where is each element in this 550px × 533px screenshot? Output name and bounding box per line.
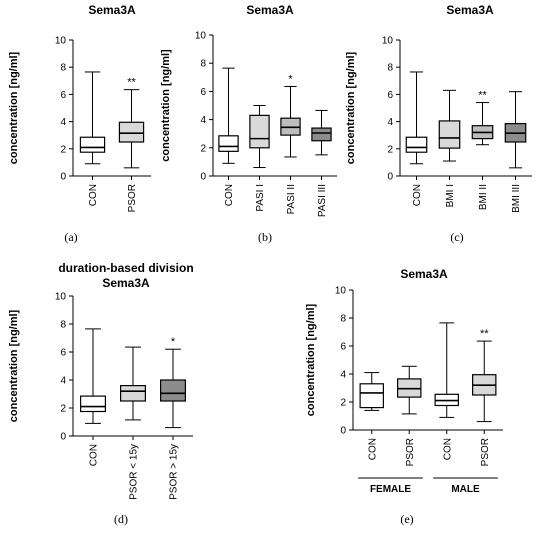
y-tick-label: 2 [60,404,66,415]
x-tick-label: PSOR > 15y [169,444,180,500]
x-tick-label: PSOR [405,438,416,466]
x-tick-label: PSOR [480,438,491,466]
x-tick-label: CON [367,438,378,460]
significance-marker: * [171,336,176,348]
x-tick-label: CON [88,184,99,206]
box-iqr [249,114,270,149]
group-label: FEMALE [370,484,411,495]
panel-label: (c) [450,230,463,244]
box-iqr [359,383,384,409]
chart-title: Sema3A [88,3,136,17]
y-tick-label: 6 [200,87,206,98]
box-iqr [218,135,239,152]
chart-title: Sema3A [446,3,494,17]
y-tick-label: 0 [60,172,66,183]
x-tick-label: CON [224,184,235,206]
y-axis-label: concentration [ng/ml] [8,51,20,164]
y-tick-label: 8 [60,63,66,74]
y-tick-label: 10 [382,36,394,47]
panel-label: (e) [400,512,413,526]
chart-title: duration-based division [58,261,193,275]
y-tick-label: 6 [60,90,66,101]
x-tick-label: CON [442,438,453,460]
y-tick-label: 6 [60,348,66,359]
chart-title: Sema3A [400,267,448,281]
y-tick-label: 4 [340,370,346,381]
box-iqr [118,121,145,143]
x-tick-label: PASI II [286,184,297,214]
y-tick-label: 2 [60,144,66,155]
box-iqr [119,385,146,402]
significance-marker: ** [478,90,487,102]
y-tick-label: 4 [60,376,66,387]
chart-panel-1: Sema3A concentration [ng/ml] 0 2 4 6 8 10 CON ** P… [8,3,151,244]
y-tick-label: 4 [387,117,393,128]
x-tick-label: CON [412,184,423,206]
panel-label: (d) [114,512,128,526]
y-tick-label: 8 [60,320,66,331]
x-tick-label: PSOR [127,184,138,212]
y-axis-label: concentration [ng/ml] [305,303,317,416]
chart-panel-2: Sema3A concentration [ng/ml] 0 2 4 6 8 10 CON PAS… [160,3,337,244]
y-tick-label: 0 [200,172,206,183]
box-iqr [405,136,428,153]
group-label: MALE [451,484,480,495]
box-iqr [438,120,461,149]
y-tick-label: 2 [387,144,393,155]
box-iqr [311,127,332,142]
y-tick-label: 0 [387,172,393,183]
y-tick-label: 0 [60,432,66,443]
y-axis-label: concentration [ng/ml] [345,51,357,164]
y-tick-label: 4 [60,117,66,128]
y-tick-label: 10 [335,286,347,297]
box-iqr [79,395,106,413]
y-tick-label: 4 [200,115,206,126]
y-tick-label: 10 [55,292,67,303]
y-axis-label: concentration [ng/ml] [8,309,20,422]
x-tick-label: PASI I [255,184,266,212]
y-tick-label: 8 [340,314,346,325]
box-iqr [160,379,187,402]
chart-panel-5: Sema3A concentration [ng/ml] 0 2 4 6 8 10 CON PSO… [305,267,503,526]
x-tick-label: BMI II [478,184,489,210]
x-tick-label: PASI III [317,184,328,217]
y-tick-label: 8 [200,59,206,70]
y-tick-label: 2 [340,398,346,409]
y-tick-label: 10 [195,31,207,42]
y-axis-label: concentration [ng/ml] [160,49,172,162]
box-iqr [79,136,106,153]
panel-label: (a) [64,230,77,244]
chart-title: Sema3A [246,3,294,17]
significance-marker: ** [480,328,489,340]
significance-marker: ** [127,77,136,89]
x-tick-label: CON [89,444,100,466]
chart-title: Sema3A [102,276,150,290]
y-tick-label: 2 [200,143,206,154]
chart-panel-3: Sema3A concentration [ng/ml] 0 2 4 6 8 10 CON BMI… [345,3,532,244]
panel-label: (b) [258,230,272,244]
x-tick-label: PSOR < 15y [129,444,140,500]
y-tick-label: 8 [387,63,393,74]
y-tick-label: 6 [387,90,393,101]
y-tick-label: 0 [340,426,346,437]
x-tick-label: BMI III [511,184,522,213]
y-tick-label: 6 [340,342,346,353]
x-tick-label: BMI I [445,184,456,207]
significance-marker: * [288,73,293,85]
y-tick-label: 10 [55,36,67,47]
